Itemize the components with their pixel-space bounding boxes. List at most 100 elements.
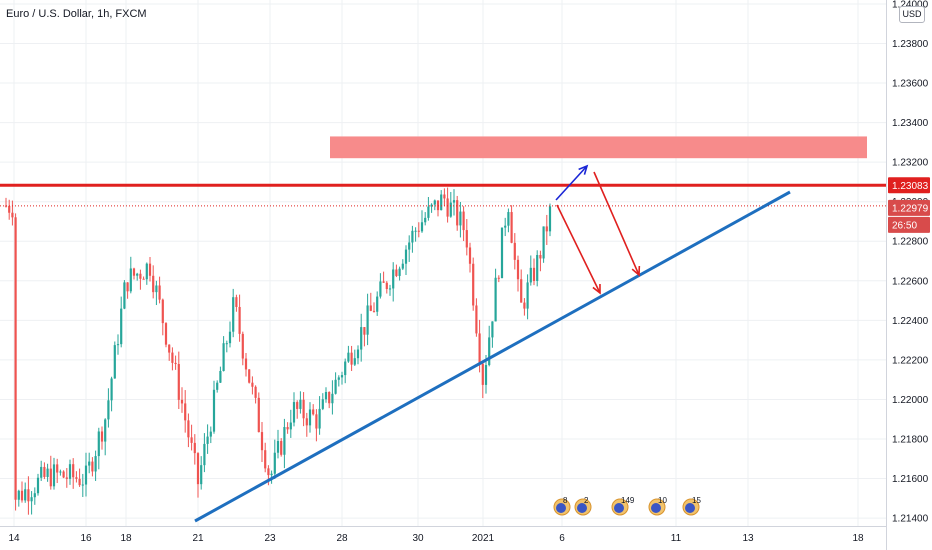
y-tick-label: 1.24000 bbox=[892, 0, 929, 10]
candle-body bbox=[360, 327, 363, 350]
x-tick-label: 18 bbox=[852, 533, 864, 544]
candle-body bbox=[187, 420, 190, 438]
candle-body bbox=[235, 297, 238, 307]
candle-body bbox=[142, 278, 145, 280]
candle-body bbox=[216, 382, 219, 390]
candle-body bbox=[548, 206, 552, 232]
candle-body bbox=[8, 205, 11, 213]
price-axis-panel bbox=[886, 0, 932, 550]
ascending-trendline[interactable] bbox=[194, 190, 791, 523]
candle-body bbox=[43, 466, 46, 477]
candle-body bbox=[545, 226, 548, 232]
candle-body bbox=[510, 212, 513, 243]
candle-body bbox=[337, 377, 340, 380]
projection-down-arrow-2[interactable] bbox=[593, 171, 640, 276]
candle-body bbox=[212, 389, 216, 432]
event-count: 149 bbox=[621, 496, 635, 505]
candle-body bbox=[526, 282, 529, 309]
candle-body bbox=[532, 267, 536, 281]
currency-badge[interactable]: USD bbox=[899, 6, 925, 23]
candle-body bbox=[113, 345, 116, 379]
candle-body bbox=[107, 400, 110, 420]
candle-body bbox=[491, 321, 494, 338]
y-tick-label: 1.22000 bbox=[892, 395, 929, 406]
candle-body bbox=[56, 464, 59, 473]
candle-body bbox=[542, 226, 545, 259]
candle-body bbox=[171, 352, 174, 363]
candle-body bbox=[363, 327, 366, 335]
event-count: 10 bbox=[658, 496, 667, 505]
y-tick-label: 1.23800 bbox=[892, 39, 929, 50]
flag-icon bbox=[685, 503, 695, 513]
candle-body bbox=[401, 263, 404, 269]
candle-body bbox=[232, 297, 235, 332]
projection-up-arrow[interactable] bbox=[555, 165, 588, 201]
candle-body bbox=[59, 471, 62, 473]
candle-body bbox=[494, 277, 497, 322]
candle-body bbox=[286, 427, 289, 430]
candle-body bbox=[296, 402, 299, 409]
candle-body bbox=[36, 477, 40, 494]
candle-body bbox=[251, 382, 254, 387]
candle-body bbox=[500, 227, 504, 279]
candle-body bbox=[459, 211, 462, 226]
candle-body bbox=[78, 478, 81, 486]
candle-body bbox=[513, 242, 516, 260]
candle-body bbox=[481, 363, 484, 385]
candle-body bbox=[382, 281, 385, 283]
candle-body bbox=[241, 333, 244, 359]
candle-body bbox=[443, 194, 446, 199]
candle-body bbox=[452, 200, 456, 203]
candle-body bbox=[20, 490, 24, 501]
candle-body bbox=[97, 431, 100, 457]
candle-body bbox=[430, 204, 433, 207]
candle-body bbox=[468, 247, 472, 264]
candle-body bbox=[353, 358, 356, 365]
candle-body bbox=[120, 308, 123, 345]
candle-body bbox=[72, 464, 75, 478]
candle-body bbox=[366, 305, 369, 335]
candle-body bbox=[475, 305, 478, 334]
candle-body bbox=[472, 263, 475, 306]
candle-body bbox=[504, 225, 507, 228]
candle-body bbox=[404, 249, 408, 264]
y-tick-label: 1.22800 bbox=[892, 237, 929, 248]
countdown-tag bbox=[888, 216, 930, 233]
candle-body bbox=[49, 468, 52, 487]
candle-body bbox=[116, 344, 120, 346]
candle-body bbox=[331, 393, 334, 404]
candle-body bbox=[379, 281, 382, 297]
candle-body bbox=[132, 268, 136, 276]
candle-body bbox=[110, 378, 113, 401]
x-tick-label: 6 bbox=[559, 533, 565, 544]
candle-body bbox=[456, 200, 459, 226]
candle-body bbox=[388, 288, 392, 290]
candle-body bbox=[283, 427, 286, 455]
candle-body bbox=[91, 461, 94, 472]
x-tick-label: 11 bbox=[671, 533, 682, 544]
candle-body bbox=[196, 453, 200, 485]
candle-body bbox=[334, 379, 337, 394]
candle-body bbox=[523, 302, 526, 309]
candle-body bbox=[267, 468, 270, 476]
candle-body bbox=[321, 399, 324, 409]
candle-body bbox=[225, 343, 228, 345]
candle-body bbox=[161, 299, 164, 324]
candle-body bbox=[184, 403, 187, 421]
candle-body bbox=[244, 358, 248, 370]
candle-body bbox=[180, 399, 184, 404]
candle-body bbox=[200, 465, 203, 485]
candle-body bbox=[65, 477, 68, 479]
x-tick-label: 16 bbox=[80, 533, 92, 544]
projection-down-arrow-1[interactable] bbox=[556, 204, 601, 294]
candle-body bbox=[420, 222, 424, 232]
supply-zone bbox=[330, 136, 867, 159]
candle-body bbox=[174, 362, 177, 365]
x-tick-label: 28 bbox=[336, 533, 348, 544]
candle-body bbox=[75, 477, 78, 479]
last-price-tag-text: 1.22979 bbox=[892, 203, 929, 214]
candle-body bbox=[417, 230, 420, 232]
candle-body bbox=[462, 211, 465, 231]
y-tick-label: 1.21600 bbox=[892, 474, 929, 485]
